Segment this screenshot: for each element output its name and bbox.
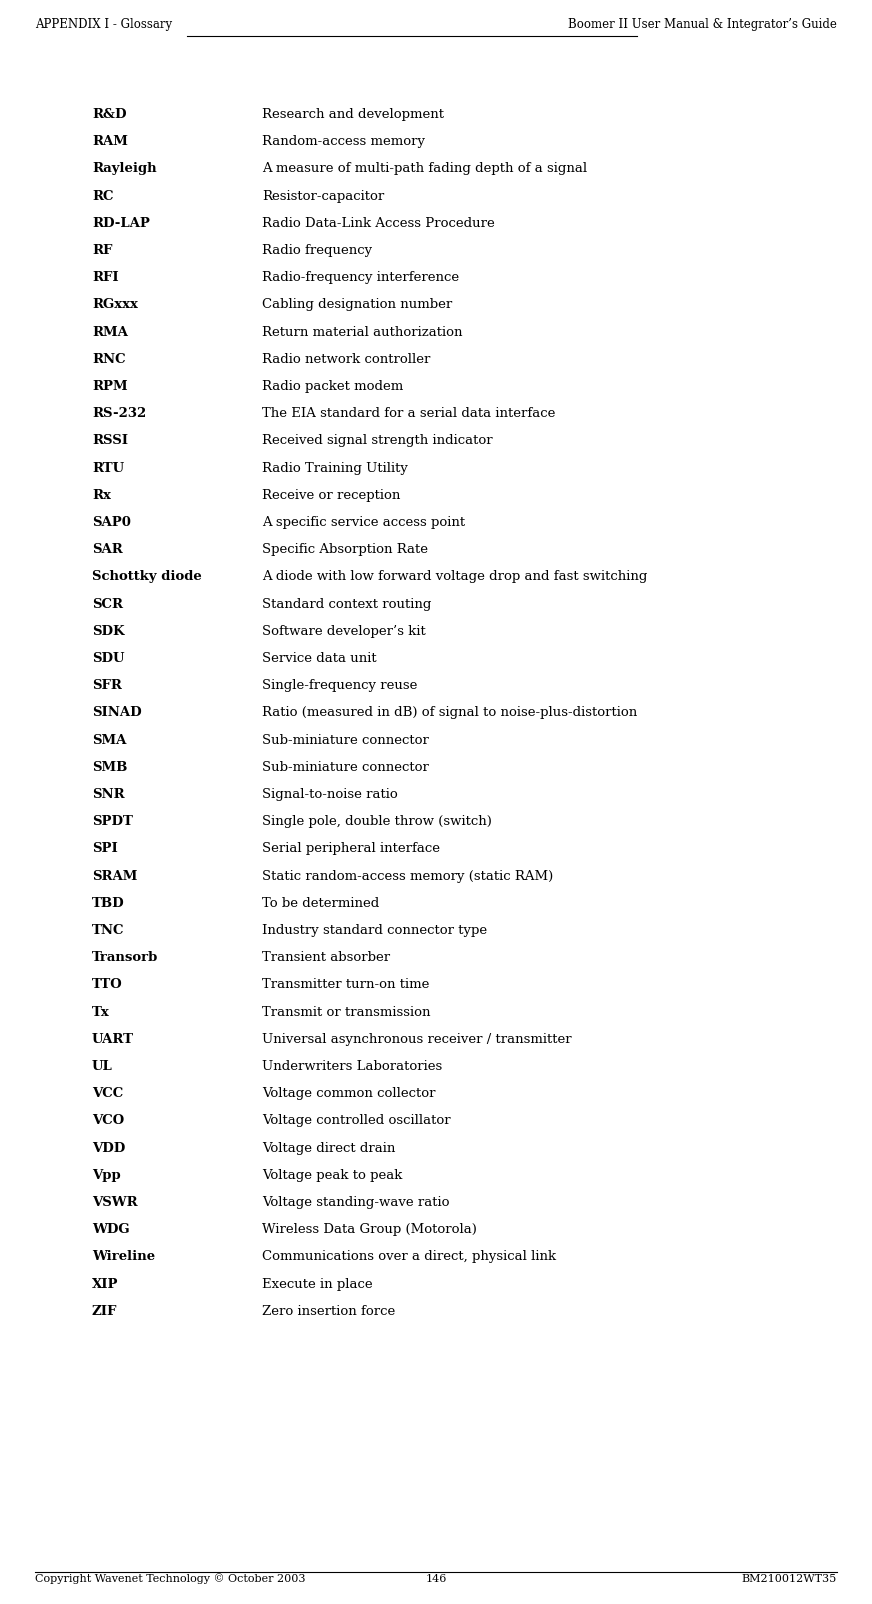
Text: Serial peripheral interface: Serial peripheral interface (262, 842, 440, 855)
Text: VCO: VCO (92, 1115, 124, 1128)
Text: Radio frequency: Radio frequency (262, 244, 372, 257)
Text: Transmit or transmission: Transmit or transmission (262, 1006, 431, 1019)
Text: ZIF: ZIF (92, 1304, 118, 1318)
Text: Receive or reception: Receive or reception (262, 489, 400, 502)
Text: SAP0: SAP0 (92, 516, 131, 529)
Text: Boomer II User Manual & Integrator’s Guide: Boomer II User Manual & Integrator’s Gui… (569, 18, 837, 30)
Text: Industry standard connector type: Industry standard connector type (262, 924, 487, 937)
Text: SAR: SAR (92, 544, 123, 557)
Text: Execute in place: Execute in place (262, 1278, 372, 1291)
Text: SPDT: SPDT (92, 815, 133, 828)
Text: A measure of multi-path fading depth of a signal: A measure of multi-path fading depth of … (262, 162, 587, 175)
Text: Copyright Wavenet Technology © October 2003: Copyright Wavenet Technology © October 2… (35, 1574, 305, 1585)
Text: Schottky diode: Schottky diode (92, 571, 201, 584)
Text: WDG: WDG (92, 1224, 130, 1237)
Text: TBD: TBD (92, 897, 125, 909)
Text: Radio network controller: Radio network controller (262, 353, 431, 366)
Text: Rx: Rx (92, 489, 111, 502)
Text: SMA: SMA (92, 733, 126, 746)
Text: TTO: TTO (92, 978, 123, 991)
Text: Specific Absorption Rate: Specific Absorption Rate (262, 544, 428, 557)
Text: SNR: SNR (92, 788, 125, 800)
Text: VSWR: VSWR (92, 1197, 138, 1209)
Text: RS-232: RS-232 (92, 407, 146, 420)
Text: Voltage standing-wave ratio: Voltage standing-wave ratio (262, 1197, 449, 1209)
Text: VCC: VCC (92, 1088, 123, 1100)
Text: SRAM: SRAM (92, 869, 138, 882)
Text: Single-frequency reuse: Single-frequency reuse (262, 678, 418, 693)
Text: UL: UL (92, 1060, 112, 1073)
Text: UART: UART (92, 1033, 134, 1046)
Text: SCR: SCR (92, 598, 123, 611)
Text: Transient absorber: Transient absorber (262, 951, 390, 964)
Text: Wireless Data Group (Motorola): Wireless Data Group (Motorola) (262, 1224, 477, 1237)
Text: To be determined: To be determined (262, 897, 379, 909)
Text: Transorb: Transorb (92, 951, 159, 964)
Text: RFI: RFI (92, 271, 119, 284)
Text: Service data unit: Service data unit (262, 651, 377, 666)
Text: RC: RC (92, 189, 113, 202)
Text: SMB: SMB (92, 760, 127, 773)
Text: SINAD: SINAD (92, 706, 141, 720)
Text: RNC: RNC (92, 353, 126, 366)
Text: RTU: RTU (92, 462, 124, 475)
Text: R&D: R&D (92, 107, 126, 120)
Text: RSSI: RSSI (92, 435, 128, 448)
Text: RAM: RAM (92, 135, 128, 148)
Text: RMA: RMA (92, 326, 128, 338)
Text: Voltage direct drain: Voltage direct drain (262, 1142, 395, 1155)
Text: Radio packet modem: Radio packet modem (262, 380, 403, 393)
Text: Sub-miniature connector: Sub-miniature connector (262, 733, 429, 746)
Text: RD-LAP: RD-LAP (92, 217, 150, 229)
Text: Static random-access memory (static RAM): Static random-access memory (static RAM) (262, 869, 553, 882)
Text: RPM: RPM (92, 380, 127, 393)
Text: APPENDIX I - Glossary: APPENDIX I - Glossary (35, 18, 172, 30)
Text: 146: 146 (426, 1574, 446, 1585)
Text: Single pole, double throw (switch): Single pole, double throw (switch) (262, 815, 492, 828)
Text: TNC: TNC (92, 924, 125, 937)
Text: VDD: VDD (92, 1142, 126, 1155)
Text: Voltage controlled oscillator: Voltage controlled oscillator (262, 1115, 451, 1128)
Text: Ratio (measured in dB) of signal to noise-plus-distortion: Ratio (measured in dB) of signal to nois… (262, 706, 637, 720)
Text: Resistor-capacitor: Resistor-capacitor (262, 189, 385, 202)
Text: Rayleigh: Rayleigh (92, 162, 157, 175)
Text: SPI: SPI (92, 842, 118, 855)
Text: Signal-to-noise ratio: Signal-to-noise ratio (262, 788, 398, 800)
Text: Voltage common collector: Voltage common collector (262, 1088, 435, 1100)
Text: Software developer’s kit: Software developer’s kit (262, 626, 426, 638)
Text: Research and development: Research and development (262, 107, 444, 120)
Text: RGxxx: RGxxx (92, 298, 138, 311)
Text: XIP: XIP (92, 1278, 119, 1291)
Text: Transmitter turn-on time: Transmitter turn-on time (262, 978, 429, 991)
Text: Communications over a direct, physical link: Communications over a direct, physical l… (262, 1251, 556, 1264)
Text: Radio-frequency interference: Radio-frequency interference (262, 271, 460, 284)
Text: Tx: Tx (92, 1006, 110, 1019)
Text: Wireline: Wireline (92, 1251, 155, 1264)
Text: A diode with low forward voltage drop and fast switching: A diode with low forward voltage drop an… (262, 571, 647, 584)
Text: RF: RF (92, 244, 112, 257)
Text: Radio Data-Link Access Procedure: Radio Data-Link Access Procedure (262, 217, 494, 229)
Text: SFR: SFR (92, 678, 122, 693)
Text: Random-access memory: Random-access memory (262, 135, 425, 148)
Text: SDU: SDU (92, 651, 125, 666)
Text: Return material authorization: Return material authorization (262, 326, 462, 338)
Text: BM210012WT35: BM210012WT35 (742, 1574, 837, 1585)
Text: Underwriters Laboratories: Underwriters Laboratories (262, 1060, 442, 1073)
Text: Vpp: Vpp (92, 1169, 120, 1182)
Text: Zero insertion force: Zero insertion force (262, 1304, 395, 1318)
Text: The EIA standard for a serial data interface: The EIA standard for a serial data inter… (262, 407, 555, 420)
Text: Standard context routing: Standard context routing (262, 598, 432, 611)
Text: SDK: SDK (92, 626, 125, 638)
Text: Cabling designation number: Cabling designation number (262, 298, 453, 311)
Text: Voltage peak to peak: Voltage peak to peak (262, 1169, 402, 1182)
Text: A specific service access point: A specific service access point (262, 516, 465, 529)
Text: Received signal strength indicator: Received signal strength indicator (262, 435, 493, 448)
Text: Universal asynchronous receiver / transmitter: Universal asynchronous receiver / transm… (262, 1033, 572, 1046)
Text: Sub-miniature connector: Sub-miniature connector (262, 760, 429, 773)
Text: Radio Training Utility: Radio Training Utility (262, 462, 408, 475)
